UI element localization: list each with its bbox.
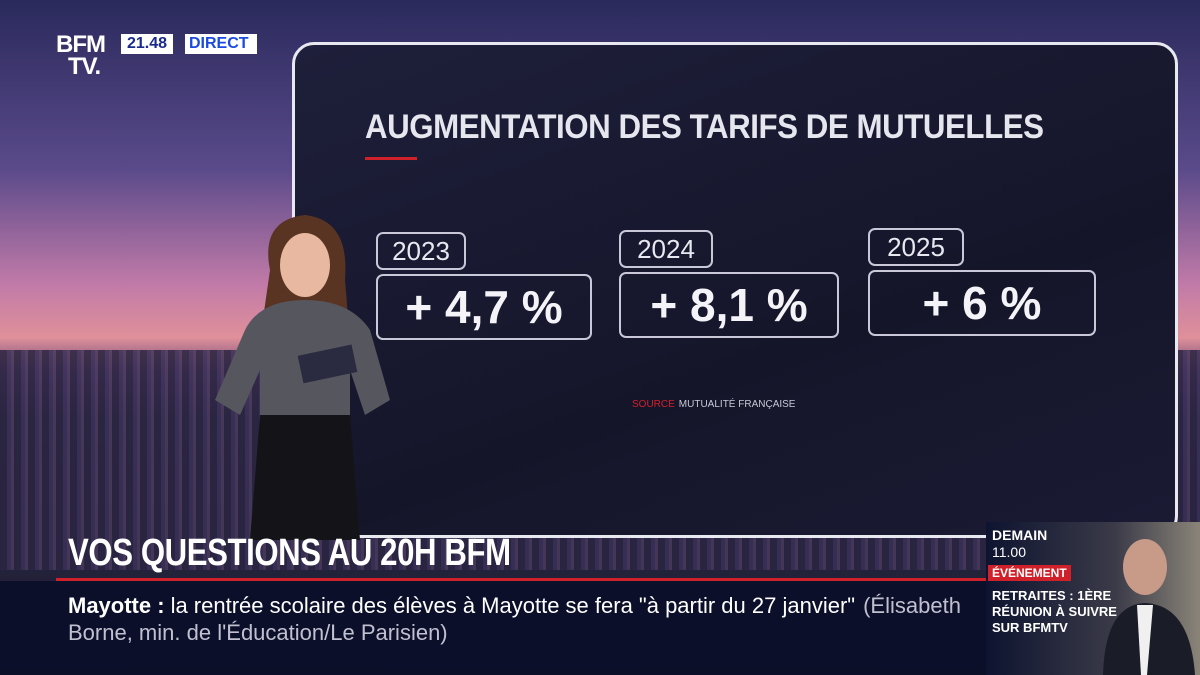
live-tag: DIRECT xyxy=(185,34,257,54)
year-box: 2025 xyxy=(868,228,964,266)
value-box: + 8,1 % xyxy=(619,272,839,338)
ticker: Mayotte : la rentrée scolaire des élèves … xyxy=(68,592,973,646)
shirt xyxy=(1137,605,1153,675)
tablet xyxy=(297,344,358,384)
headline-line: RÉUNION À SUIVRE xyxy=(992,604,1117,619)
headline-line: SUR BFMTV xyxy=(992,620,1068,635)
face xyxy=(1123,539,1167,595)
ticker-background xyxy=(0,581,986,675)
ticker-text: la rentrée scolaire des élèves à Mayotte… xyxy=(170,593,856,618)
side-day: DEMAIN xyxy=(992,527,1048,543)
face xyxy=(280,233,330,297)
banner-line xyxy=(56,578,986,581)
logo-line: BFM xyxy=(56,31,106,58)
year-box: 2024 xyxy=(619,230,713,268)
ticker-attribution: (Élisabeth Borne, min. de l'Éducation/Le… xyxy=(68,593,961,645)
side-headline: RETRAITES : 1ÈRE RÉUNION À SUIVRE SUR BF… xyxy=(992,588,1117,636)
side-tag: ÉVÉNEMENT xyxy=(988,565,1071,581)
clock: 21.48 xyxy=(121,34,174,54)
graphic-card xyxy=(292,42,1178,538)
headline-line: RETRAITES : 1ÈRE xyxy=(992,588,1112,603)
ticker-topic: Mayotte : xyxy=(68,593,165,618)
program-title: VOS QUESTIONS AU 20H BFM xyxy=(68,532,511,574)
year-box: 2023 xyxy=(376,232,466,270)
trousers xyxy=(250,415,360,540)
title-underline xyxy=(365,157,417,160)
source-name: MUTUALITÉ FRANÇAISE xyxy=(678,399,796,410)
speaker-photo xyxy=(1103,539,1195,675)
value-box: + 6 % xyxy=(868,270,1096,336)
logo-line: TV. xyxy=(68,53,101,80)
channel-logo: BFM TV. xyxy=(56,31,106,80)
value-box: + 4,7 % xyxy=(376,274,592,340)
source: SOURCE MUTUALITÉ FRANÇAISE xyxy=(632,399,795,410)
presenter xyxy=(215,215,390,540)
card-title: AUGMENTATION DES TARIFS DE MUTUELLES xyxy=(365,108,1044,146)
source-label: SOURCE xyxy=(632,399,675,410)
side-time: 11.00 xyxy=(992,544,1026,560)
